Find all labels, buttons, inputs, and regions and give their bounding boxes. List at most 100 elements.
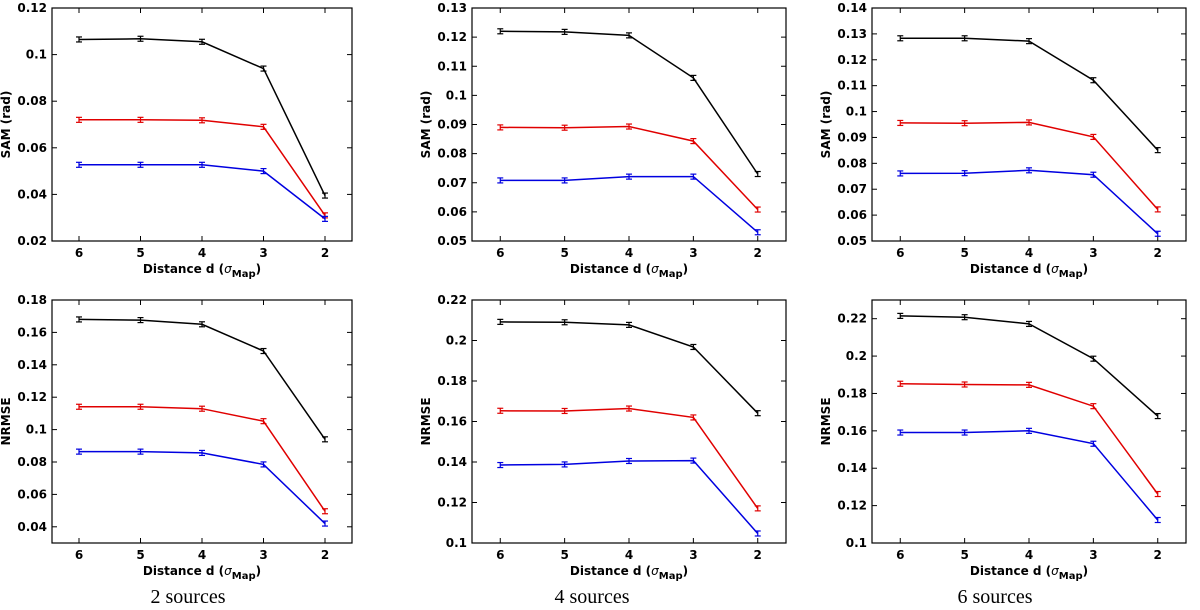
- nrmse-2-sources-xtick-label: 4: [198, 548, 206, 562]
- nrmse-4-sources-xtick-label: 4: [625, 548, 633, 562]
- sam-4-sources-series-0-point: [497, 28, 504, 35]
- sam-4-sources-xtick-label: 5: [560, 246, 568, 260]
- nrmse-2-sources-series-0-point: [199, 321, 205, 328]
- sam-6-sources-xlabel: Distance d (σMap): [970, 262, 1088, 280]
- sam-2-sources-xtick-label: 5: [136, 246, 144, 260]
- sam-6-sources-series-0-line: [900, 37, 1159, 151]
- sam-4-sources-ylabel: SAM (rad): [419, 91, 433, 159]
- sam-4-sources-series-1-point: [754, 206, 761, 213]
- sam-2-sources-ytick-label: 0.04: [17, 187, 47, 201]
- sam-6-sources-ylabel: SAM (rad): [819, 91, 833, 159]
- sam-4-sources-series-1-line: [500, 125, 759, 211]
- sam-2-sources-ytick-label: 0.12: [17, 1, 47, 15]
- sam-6-sources-series-1-point: [1090, 133, 1097, 141]
- sam-2-sources-xlabel: Distance d (σMap): [143, 262, 261, 280]
- nrmse-4-sources-series-1-point: [754, 505, 761, 512]
- sam-6-sources-ytick-label: 0.13: [837, 27, 867, 41]
- sam-4-sources-series-0-point: [561, 28, 568, 35]
- nrmse-4-sources-series-0-point: [626, 321, 632, 329]
- nrmse-4-sources-xtick-label: 2: [754, 548, 762, 562]
- sam-6-sources-series-0-point: [961, 35, 968, 42]
- nrmse-4-sources-series-0-line: [500, 321, 759, 414]
- nrmse-2-sources-ytick-label: 0.12: [17, 390, 47, 404]
- sam-4-sources-series-0-point: [754, 170, 761, 178]
- nrmse-4-sources-ylabel: NRMSE: [419, 397, 433, 445]
- sam-2-sources-series-0-point: [76, 36, 82, 43]
- nrmse-6-sources-ytick-label: 0.14: [837, 461, 867, 475]
- sam-4-sources-xtick-label: 2: [754, 246, 762, 260]
- sam-6-sources-series-1-point: [1154, 206, 1161, 213]
- sam-6-sources-series-1-point: [1026, 119, 1032, 126]
- nrmse-6-sources-series-1-point: [961, 381, 968, 388]
- caption-6-sources: 6 sources: [957, 586, 1033, 608]
- nrmse-6-sources-series-2-point: [961, 429, 968, 436]
- nrmse-2-sources-series-2-point: [137, 448, 144, 455]
- nrmse-4-sources-series-0-point: [497, 318, 504, 325]
- nrmse-4-sources-ytick-label: 0.16: [437, 415, 467, 429]
- sam-6-sources-series-1-point: [961, 120, 968, 127]
- nrmse-2-sources-series-2-point: [322, 520, 328, 527]
- nrmse-6-sources-xtick-label: 5: [960, 548, 968, 562]
- nrmse-2-sources-series-1-point: [76, 403, 82, 410]
- sam-6-sources-ytick-label: 0.06: [837, 208, 867, 222]
- sam-4-sources-ytick-label: 0.07: [437, 176, 467, 190]
- sam-4-sources-series-1-point: [561, 124, 568, 131]
- nrmse-4-sources-axes-box: [471, 299, 787, 544]
- nrmse-6-sources-series-0-point: [1090, 355, 1097, 362]
- nrmse-4-sources-xlabel: Distance d (σMap): [570, 564, 688, 582]
- sam-2-sources-series-0-point: [199, 38, 205, 45]
- sam-6-sources-panel: 0.05 0.06 0.07 0.08 0.09 0.1 0.11 0.12 0.13 0.14 6…: [819, 1, 1187, 280]
- sam-4-sources-ytick-label: 0.06: [437, 205, 467, 219]
- sam-4-sources-ytick-label: 0.12: [437, 30, 467, 44]
- sam-6-sources-ytick-label: 0.14: [837, 1, 867, 15]
- nrmse-4-sources-series-1-point: [690, 414, 697, 421]
- nrmse-6-sources-xtick-label: 4: [1025, 548, 1033, 562]
- sam-6-sources-ytick-label: 0.08: [837, 156, 867, 170]
- sam-2-sources-series-2-point: [322, 215, 328, 222]
- nrmse-4-sources-ytick-label: 0.22: [437, 293, 467, 307]
- sam-4-sources-panel: 0.05 0.06 0.07 0.08 0.09 0.1 0.11 0.12 0.13 6 5 4 3 2…: [419, 1, 787, 280]
- nrmse-2-sources-series-1-line: [79, 406, 326, 512]
- nrmse-2-sources-ylabel: NRMSE: [0, 397, 13, 445]
- nrmse-6-sources-series-0-point: [897, 312, 904, 319]
- caption-2-sources: 2 sources: [150, 586, 226, 608]
- nrmse-6-sources-ylabel: NRMSE: [819, 397, 833, 445]
- nrmse-6-sources-xtick-label: 6: [896, 548, 904, 562]
- nrmse-2-sources-ytick-label: 0.08: [17, 455, 47, 469]
- nrmse-4-sources-series-1-point: [626, 405, 632, 412]
- nrmse-2-sources-series-1-point: [199, 405, 205, 412]
- nrmse-6-sources-series-0-point: [1154, 412, 1161, 420]
- nrmse-2-sources-series-2-line: [79, 450, 326, 525]
- sam-2-sources-series-2-line: [79, 164, 326, 220]
- nrmse-4-sources-ytick-label: 0.12: [437, 496, 467, 510]
- nrmse-4-sources-xtick-label: 3: [689, 548, 697, 562]
- sam-2-sources-series-1-point: [199, 117, 205, 124]
- sam-6-sources-series-2-point: [1026, 167, 1032, 174]
- nrmse-4-sources-series-0-point: [561, 319, 568, 326]
- nrmse-4-sources-series-0-point: [690, 343, 697, 351]
- nrmse-6-sources-series-2-point: [1154, 516, 1161, 524]
- caption-4-sources: 4 sources: [554, 586, 630, 608]
- sam-2-sources-series-2-point: [199, 161, 205, 168]
- nrmse-2-sources-series-2-point: [199, 449, 205, 457]
- sam-2-sources-ytick-label: 0.02: [17, 234, 47, 248]
- nrmse-6-sources-series-2-point: [897, 429, 904, 436]
- sam-4-sources-series-2-point: [754, 229, 761, 236]
- nrmse-4-sources-ytick-label: 0.2: [446, 334, 467, 348]
- sam-4-sources-ytick-label: 0.08: [437, 147, 467, 161]
- sam-6-sources-series-0-point: [1154, 147, 1161, 154]
- nrmse-4-sources-series-0-point: [754, 410, 761, 417]
- nrmse-6-sources-panel: 0.1 0.12 0.14 0.16 0.18 0.2 0.22 6 5 4 3 2 Distance …: [819, 299, 1187, 582]
- sam-4-sources-series-0-line: [500, 30, 759, 175]
- nrmse-6-sources-series-1-point: [1154, 490, 1161, 498]
- nrmse-2-sources-series-2-point: [260, 461, 267, 468]
- sam-6-sources-ytick-label: 0.12: [837, 53, 867, 67]
- sam-4-sources-series-0-point: [690, 74, 697, 82]
- sam-4-sources-ytick-label: 0.05: [437, 234, 467, 248]
- nrmse-6-sources-ytick-label: 0.22: [837, 312, 867, 326]
- sam-6-sources-xtick-label: 2: [1154, 246, 1162, 260]
- sam-6-sources-ytick-label: 0.09: [837, 130, 867, 144]
- sam-2-sources-ytick-label: 0.1: [26, 48, 47, 62]
- sam-6-sources-xtick-label: 4: [1025, 246, 1033, 260]
